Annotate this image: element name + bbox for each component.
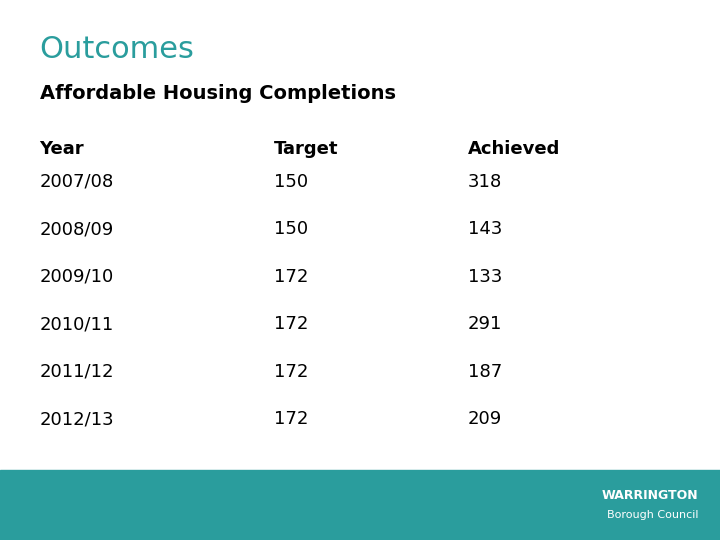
- Text: 2009/10: 2009/10: [40, 268, 114, 286]
- Text: 172: 172: [274, 268, 308, 286]
- Text: 318: 318: [468, 173, 503, 191]
- Text: WARRINGTON: WARRINGTON: [602, 489, 698, 502]
- Text: 291: 291: [468, 315, 503, 333]
- Text: 150: 150: [274, 173, 307, 191]
- Text: 172: 172: [274, 410, 308, 428]
- Text: 2011/12: 2011/12: [40, 363, 114, 381]
- Text: 143: 143: [468, 220, 503, 238]
- Text: 133: 133: [468, 268, 503, 286]
- Text: 2010/11: 2010/11: [40, 315, 114, 333]
- Text: 187: 187: [468, 363, 503, 381]
- Text: Borough Council: Borough Council: [607, 510, 698, 519]
- Text: 2007/08: 2007/08: [40, 173, 114, 191]
- Text: 150: 150: [274, 220, 307, 238]
- Text: 172: 172: [274, 315, 308, 333]
- Text: 2008/09: 2008/09: [40, 220, 114, 238]
- Bar: [0, 470, 720, 540]
- Text: Affordable Housing Completions: Affordable Housing Completions: [40, 84, 395, 103]
- Text: Achieved: Achieved: [468, 140, 560, 158]
- Text: Year: Year: [40, 140, 84, 158]
- Text: 172: 172: [274, 363, 308, 381]
- Text: 2012/13: 2012/13: [40, 410, 114, 428]
- Text: Outcomes: Outcomes: [40, 35, 194, 64]
- Text: Target: Target: [274, 140, 338, 158]
- Text: 209: 209: [468, 410, 503, 428]
